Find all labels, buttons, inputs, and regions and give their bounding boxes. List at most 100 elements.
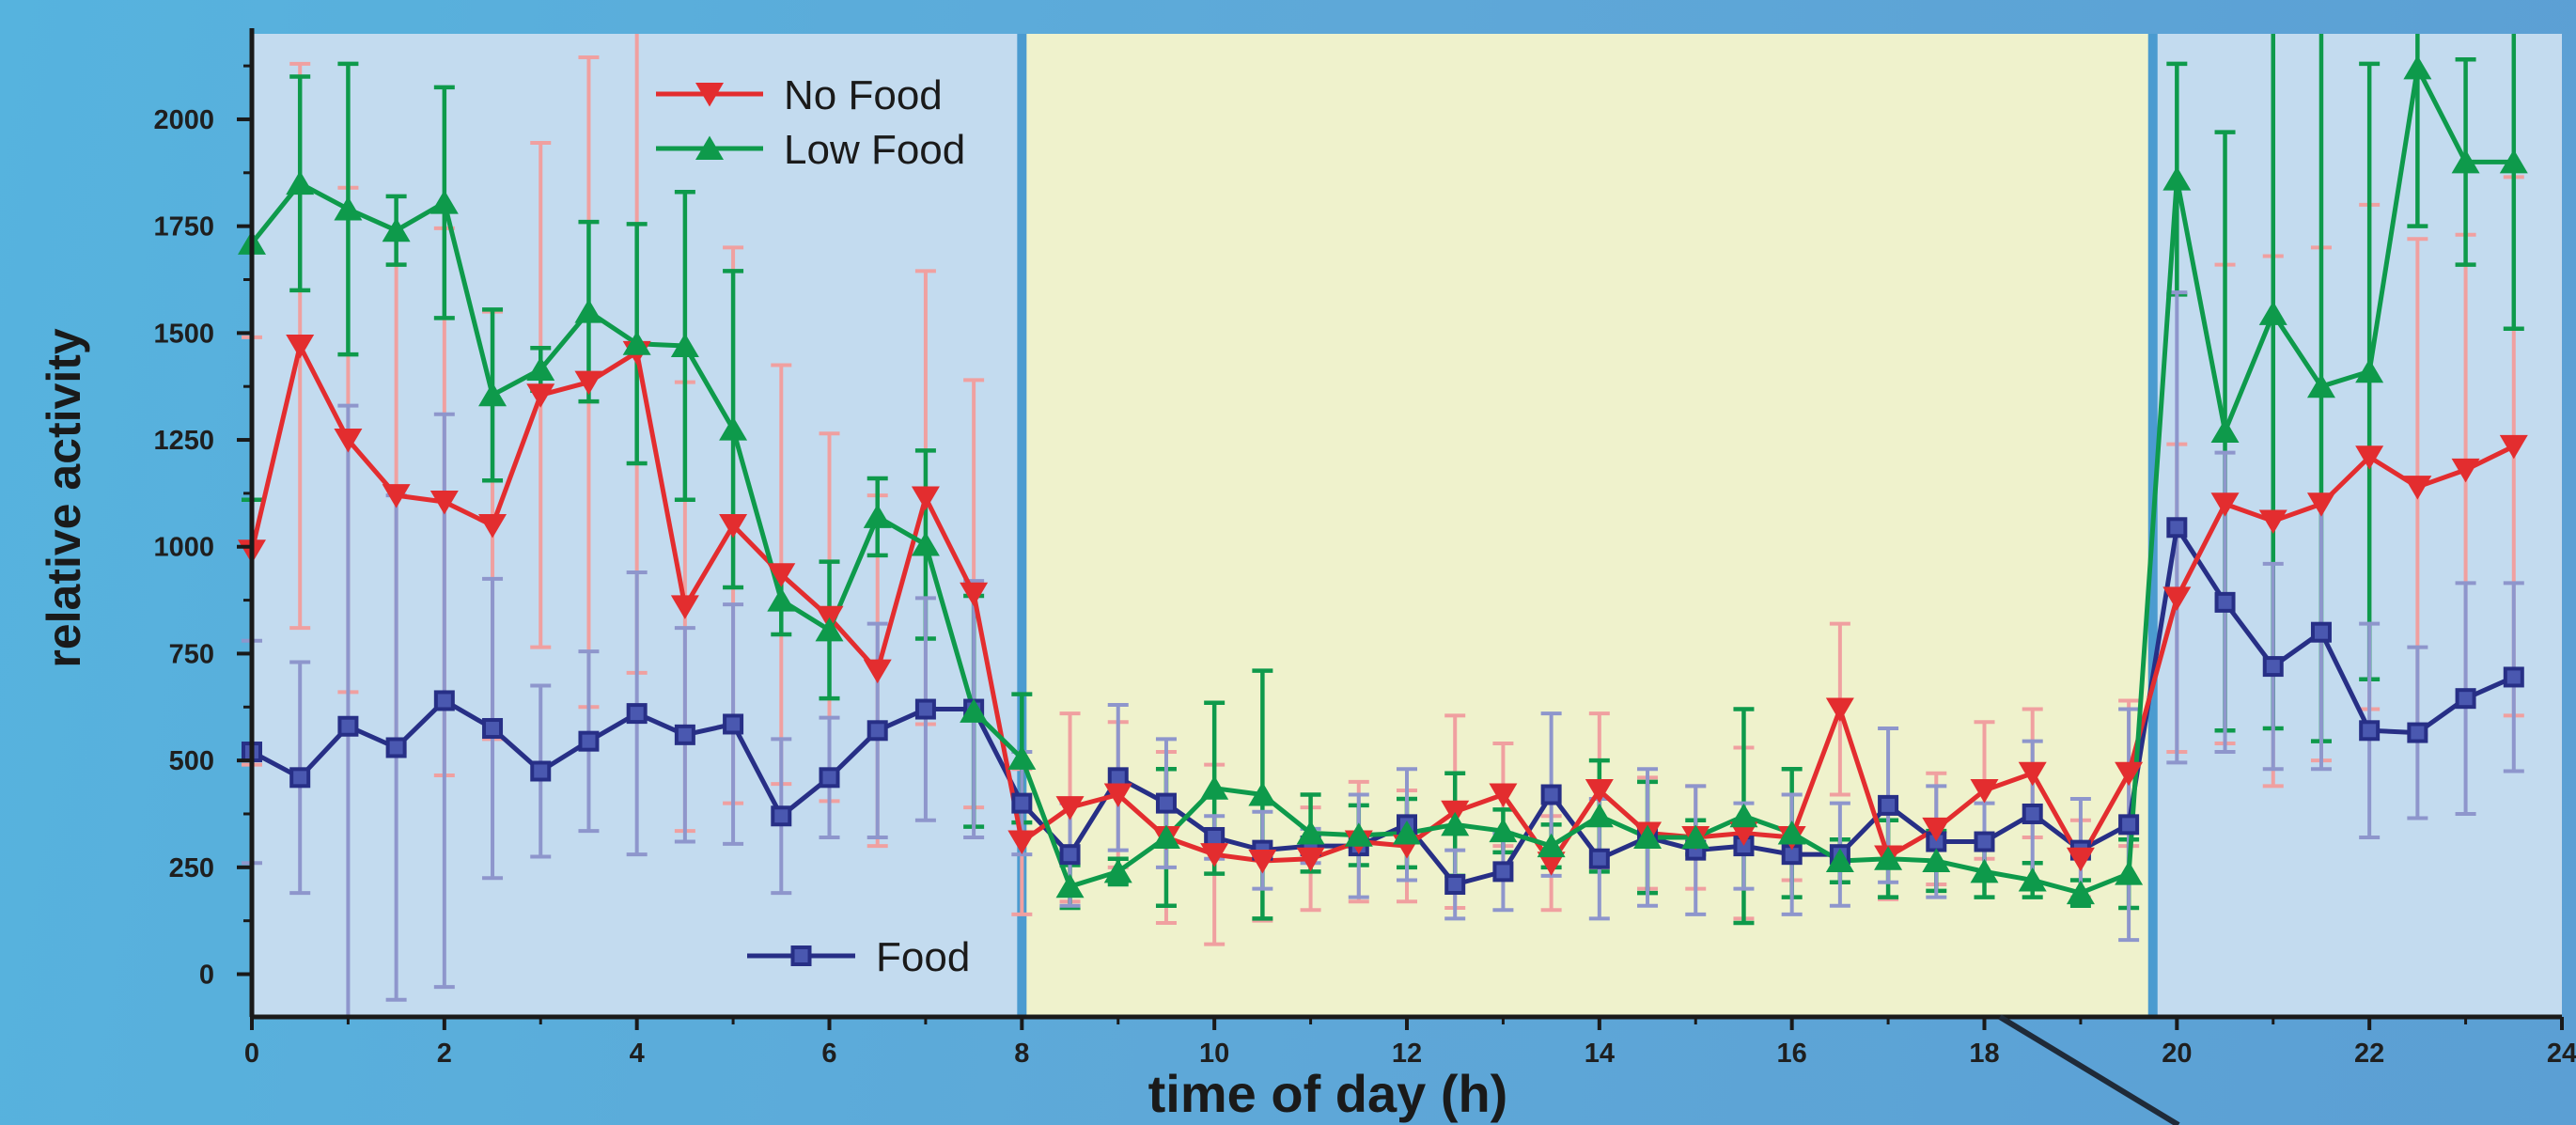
data-point-food <box>1059 844 1081 866</box>
error-bar-low-food <box>2503 34 2524 332</box>
y-tick-label: 0 <box>199 961 214 991</box>
data-point-low-food <box>1055 873 1085 898</box>
data-point-low-food <box>863 504 892 528</box>
data-point-food <box>289 767 311 789</box>
data-point-no-food <box>1489 783 1518 808</box>
data-point-low-food <box>1585 803 1614 828</box>
data-point-no-food <box>429 490 459 515</box>
y-tick-label: 1500 <box>153 319 214 349</box>
data-point-low-food <box>815 617 844 642</box>
data-point-low-food <box>2115 861 2144 885</box>
y-tick-label: 500 <box>169 746 214 776</box>
y-tick-label: 1000 <box>153 533 214 563</box>
data-point-no-food <box>526 383 555 408</box>
data-point-food <box>819 767 840 789</box>
x-tick-label: 2 <box>437 1039 452 1069</box>
data-point-low-food <box>1103 858 1132 883</box>
data-point-food <box>1588 848 1610 869</box>
data-point-no-food <box>1103 783 1132 808</box>
data-point-no-food <box>1296 847 1325 872</box>
x-tick-label: 14 <box>1585 1039 1615 1069</box>
data-point-low-food <box>526 356 555 382</box>
data-point-no-food <box>382 484 411 508</box>
data-point-food <box>1540 784 1562 805</box>
y-tick-label: 750 <box>169 639 214 669</box>
x-tick-label: 22 <box>2354 1039 2384 1069</box>
data-point-no-food <box>911 486 940 510</box>
data-point-no-food <box>478 514 507 539</box>
data-point-food <box>1974 831 1995 852</box>
data-point-low-food <box>1633 824 1663 849</box>
phase-band-dark <box>2152 34 2562 1017</box>
y-tick-label: 2000 <box>153 105 214 135</box>
data-point-no-food <box>670 595 699 619</box>
data-point-low-food <box>1296 820 1325 845</box>
data-point-no-food <box>1537 852 1566 876</box>
data-point-low-food <box>286 170 315 195</box>
x-tick-label: 16 <box>1777 1039 1807 1069</box>
data-point-no-food <box>2306 492 2335 517</box>
data-point-low-food <box>334 195 363 221</box>
x-tick-label: 20 <box>2162 1039 2192 1069</box>
data-point-no-food <box>1055 796 1085 820</box>
data-point-low-food <box>1441 811 1470 836</box>
data-point-no-food <box>960 582 989 607</box>
data-point-low-food <box>1922 848 1951 873</box>
data-point-no-food <box>1248 850 1277 874</box>
data-point-no-food <box>1585 778 1614 804</box>
legend: No Food Low Food Food <box>656 72 970 980</box>
data-point-no-food <box>2115 761 2144 787</box>
legend-entry-food: Food <box>747 934 970 980</box>
data-point-low-food <box>1681 824 1710 849</box>
legend-marker <box>695 83 724 107</box>
data-point-no-food <box>1970 778 1999 804</box>
data-point-no-food <box>1007 830 1037 855</box>
data-point-low-food <box>382 217 411 242</box>
data-point-food <box>2022 803 2043 824</box>
data-point-food <box>1444 874 1466 896</box>
data-point-food <box>866 720 888 742</box>
data-point-food <box>2118 814 2140 836</box>
series-line-low-food <box>250 65 2514 896</box>
data-point-food <box>385 737 407 758</box>
data-point-food <box>2455 688 2476 710</box>
data-point-low-food <box>911 531 940 556</box>
data-point-low-food <box>670 333 699 357</box>
axes: 0 2 4 6 8 10 12 14 16 18 20 22 240250500750100012501… <box>153 28 2576 1125</box>
data-point-no-food <box>2066 847 2095 872</box>
data-point-food <box>723 713 744 735</box>
y-tick-label: 250 <box>169 853 214 883</box>
data-point-low-food <box>1007 745 1037 770</box>
legend-marker <box>695 135 724 160</box>
data-point-no-food <box>719 514 748 539</box>
data-point-no-food <box>2403 476 2432 500</box>
data-point-food <box>433 690 455 711</box>
data-point-low-food <box>1874 846 1903 870</box>
x-tick-label: 24 <box>2547 1039 2576 1069</box>
data-point-low-food <box>1344 822 1373 847</box>
callout-pointer-line <box>1998 1014 2180 1125</box>
data-point-low-food <box>2403 55 2432 80</box>
data-point-food <box>2262 656 2284 678</box>
data-point-low-food <box>1200 775 1229 800</box>
y-tick-label: 1250 <box>153 426 214 456</box>
data-point-food <box>626 703 648 725</box>
data-point-no-food <box>1825 697 1854 723</box>
data-point-food <box>674 724 695 745</box>
data-point-no-food <box>286 334 315 359</box>
x-tick-label: 0 <box>244 1039 259 1069</box>
data-point-low-food <box>2451 148 2480 174</box>
x-axis-title: time of day (h) <box>1148 1064 1508 1123</box>
x-tick-label: 6 <box>821 1039 836 1069</box>
data-point-food <box>1155 792 1177 814</box>
data-point-no-food <box>2210 492 2240 517</box>
data-point-food <box>1492 861 1514 883</box>
data-point-food <box>482 718 504 740</box>
error-bar-food <box>337 403 359 1017</box>
data-point-food <box>1878 794 1899 816</box>
data-point-low-food <box>2210 418 2240 443</box>
legend-entry-low-food: Low Food <box>656 127 965 173</box>
data-point-low-food <box>1825 848 1854 873</box>
